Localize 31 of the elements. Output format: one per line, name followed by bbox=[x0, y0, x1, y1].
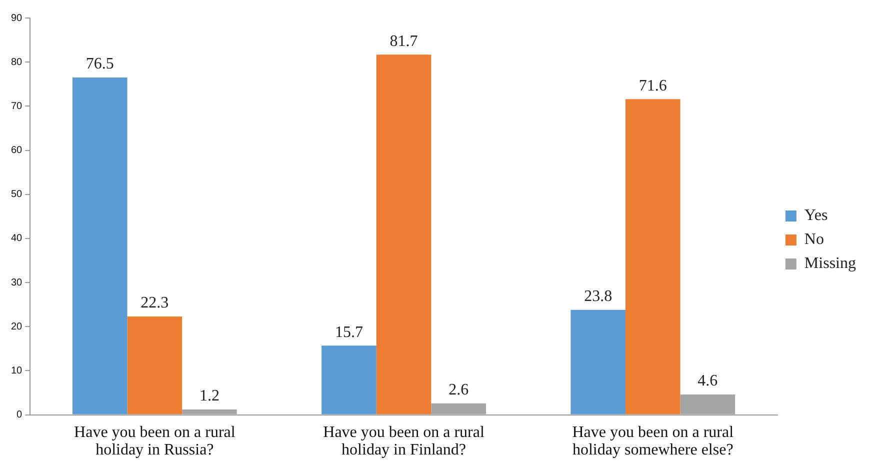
y-tick-label: 20 bbox=[11, 321, 23, 332]
data-label: 15.7 bbox=[334, 324, 363, 341]
y-tick-label: 10 bbox=[11, 365, 23, 376]
data-label: 4.6 bbox=[698, 372, 718, 390]
bar bbox=[625, 99, 680, 414]
data-label: 76.5 bbox=[86, 56, 114, 73]
y-tick-label: 90 bbox=[11, 12, 23, 24]
y-tick-label: 60 bbox=[11, 145, 23, 156]
legend-label: No bbox=[804, 231, 824, 248]
bar bbox=[127, 316, 182, 414]
data-label: 71.6 bbox=[638, 77, 667, 94]
bar bbox=[322, 346, 376, 414]
y-tick-label: 50 bbox=[11, 189, 23, 200]
bar bbox=[570, 310, 626, 414]
x-tick-label: Have you been on a rural holiday in Finland? bbox=[323, 424, 485, 458]
y-tick-label: 30 bbox=[11, 277, 23, 288]
legend-label: Yes bbox=[804, 207, 828, 224]
y-tick-label: 70 bbox=[11, 100, 23, 112]
legend-label: Missing bbox=[804, 255, 856, 272]
bar bbox=[376, 54, 432, 414]
bar bbox=[72, 78, 128, 414]
data-label: 22.3 bbox=[140, 294, 169, 312]
data-label: 81.7 bbox=[390, 32, 418, 50]
data-label: 23.8 bbox=[584, 288, 612, 306]
data-label: 2.6 bbox=[448, 382, 469, 399]
y-tick-label: 80 bbox=[11, 56, 23, 68]
y-tick-label: 0 bbox=[16, 410, 23, 421]
x-tick-label: Have you been on a rural holiday somewhere else? bbox=[572, 424, 734, 458]
x-tick-label: Have you been on a rural holiday in Russia? bbox=[74, 424, 236, 458]
y-tick-label: 40 bbox=[11, 233, 23, 244]
data-label: 1.2 bbox=[199, 388, 220, 405]
